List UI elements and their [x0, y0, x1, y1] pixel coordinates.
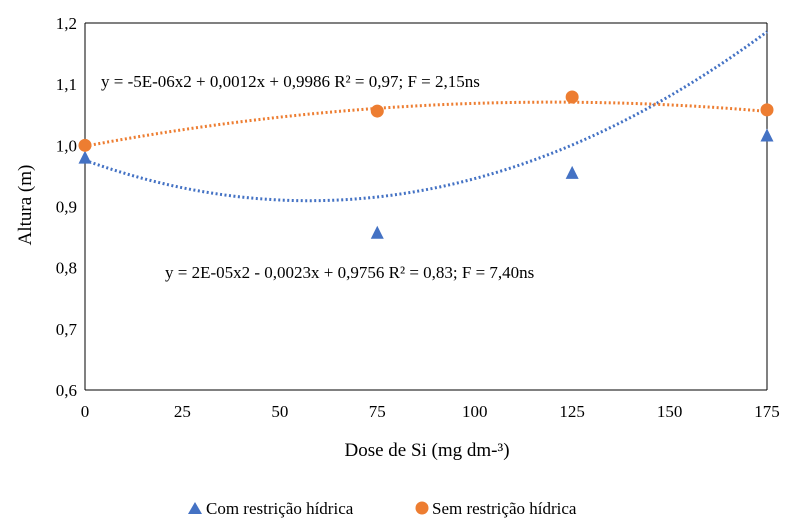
equation-sem-restricao: y = -5E-06x2 + 0,0012x + 0,9986 R² = 0,9… — [101, 72, 480, 91]
x-axis-title: Dose de Si (mg dm-³) — [344, 440, 509, 461]
y-tick-label: 1,1 — [56, 75, 77, 94]
data-point-sem-restricao — [565, 90, 579, 104]
x-tick-label: 25 — [174, 402, 191, 421]
data-point-sem-restricao — [78, 138, 92, 152]
x-tick-label: 100 — [462, 402, 488, 421]
x-tick-label: 175 — [754, 402, 780, 421]
equation-com-restricao: y = 2E-05x2 - 0,0023x + 0,9756 R² = 0,83… — [165, 263, 534, 282]
y-tick-label: 0,9 — [56, 198, 77, 217]
y-tick-label: 0,7 — [56, 320, 78, 339]
x-tick-label: 125 — [559, 402, 585, 421]
legend: Com restrição hídrica Sem restrição hídr… — [188, 499, 577, 518]
trendline-com-restricao — [84, 30, 768, 203]
legend-circle-marker — [415, 501, 429, 515]
x-tick-label: 75 — [369, 402, 386, 421]
trendlines — [84, 30, 768, 203]
x-tick-label: 0 — [81, 402, 90, 421]
y-axis-title: Altura (m) — [15, 165, 36, 246]
x-tick-label: 150 — [657, 402, 683, 421]
trendline-sem-restricao — [84, 100, 768, 148]
x-tick-labels: 0 25 50 75 100 125 150 175 — [81, 402, 780, 421]
y-tick-label: 0,8 — [56, 259, 77, 278]
data-point-com-restricao — [760, 128, 774, 142]
legend-label-com-restricao: Com restrição hídrica — [206, 499, 354, 518]
y-tick-label: 0,6 — [56, 381, 77, 400]
legend-item-sem-restricao: Sem restrição hídrica — [415, 499, 577, 518]
axes — [84, 22, 768, 391]
x-tick-label: 50 — [271, 402, 288, 421]
data-point-com-restricao — [370, 225, 384, 239]
legend-label-sem-restricao: Sem restrição hídrica — [432, 499, 577, 518]
y-tick-labels: 0,6 0,7 0,8 0,9 1,0 1,1 1,2 — [56, 14, 78, 400]
data-point-sem-restricao — [760, 103, 774, 117]
legend-triangle-marker — [188, 502, 202, 514]
data-point-com-restricao — [565, 165, 579, 179]
y-tick-label: 1,2 — [56, 14, 77, 33]
data-point-sem-restricao — [370, 104, 384, 118]
data-point-com-restricao — [78, 150, 92, 164]
data-points — [78, 90, 774, 239]
y-tick-label: 1,0 — [56, 136, 77, 155]
legend-item-com-restricao: Com restrição hídrica — [188, 499, 354, 518]
